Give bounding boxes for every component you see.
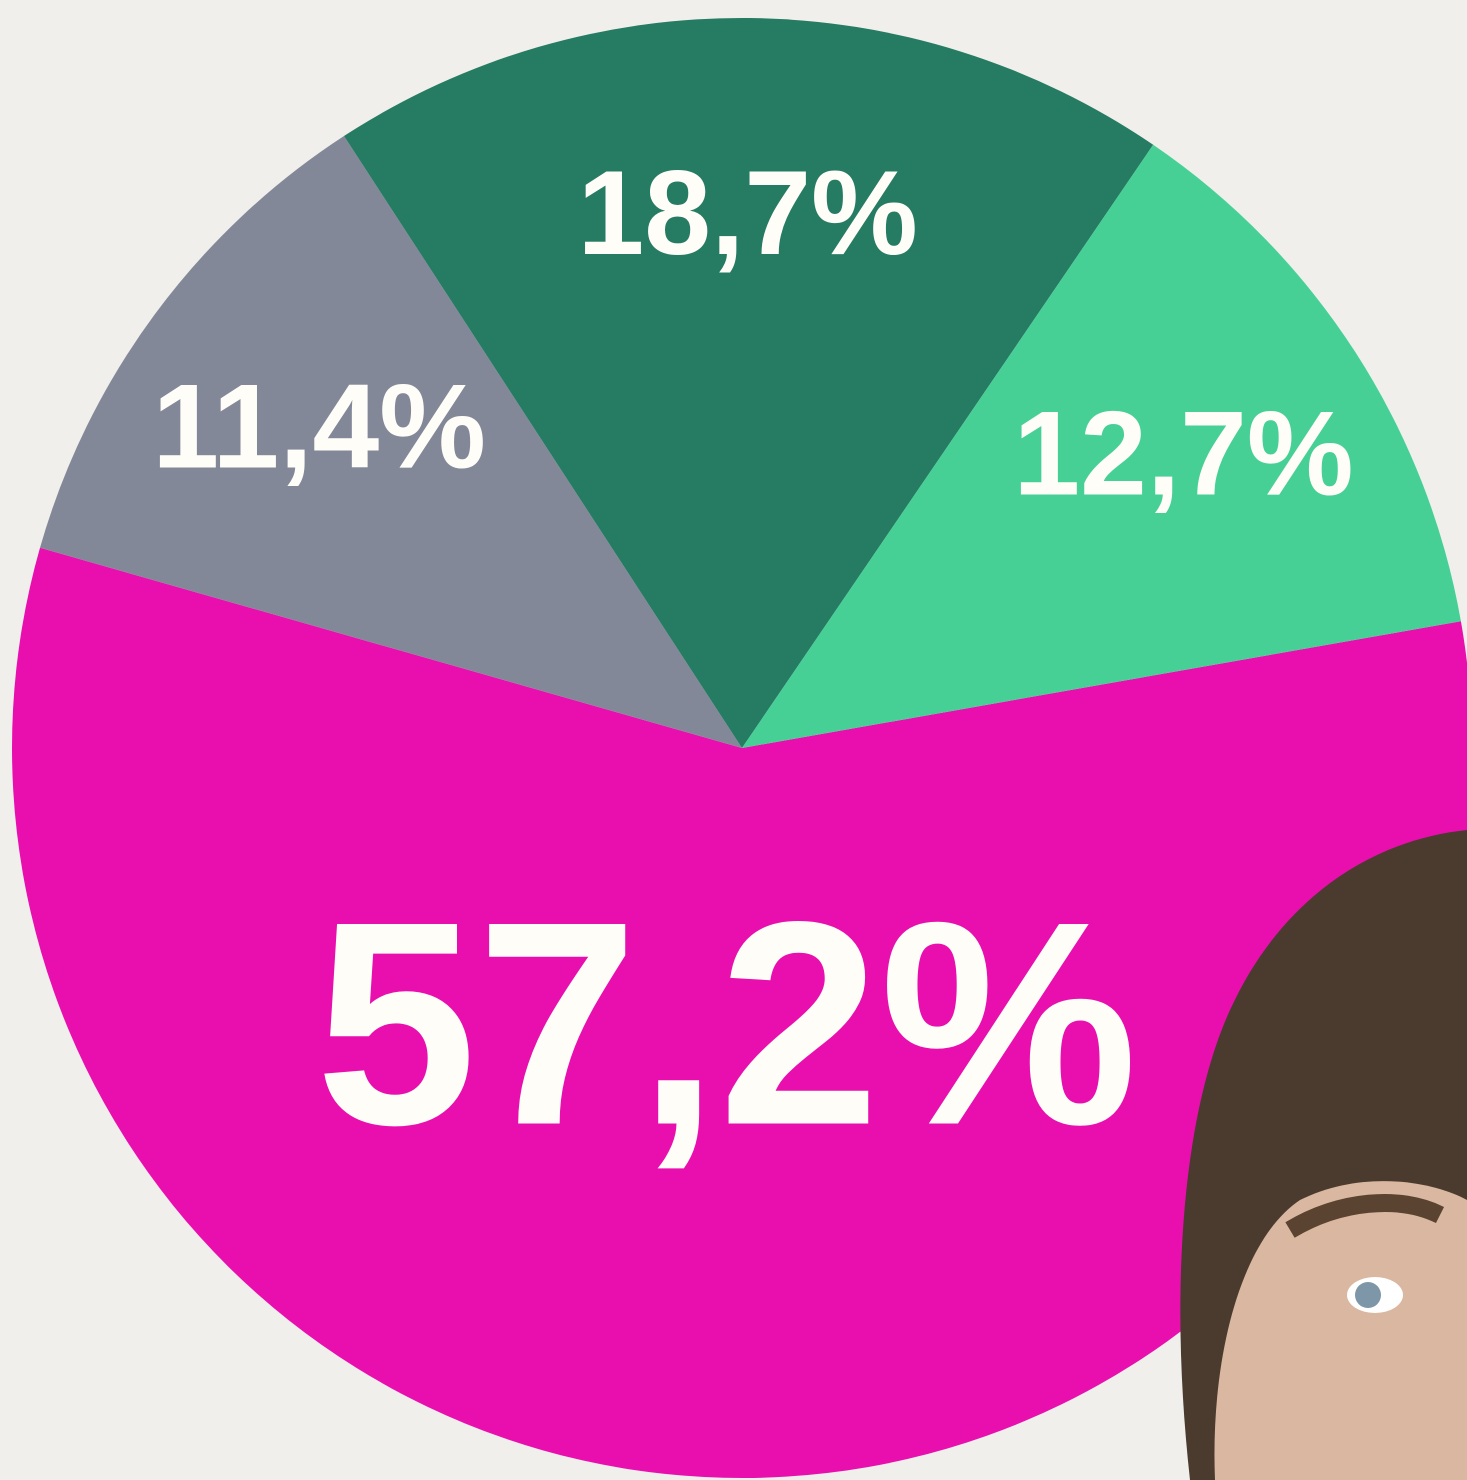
data-label: 57,2% <box>315 862 1137 1186</box>
page: 57,2%11,4%18,7%12,7% (() => { const data… <box>0 0 1467 1480</box>
data-label: 18,7% <box>578 146 918 280</box>
data-label: 12,7% <box>1013 387 1353 521</box>
iris <box>1355 1282 1381 1308</box>
data-label: 11,4% <box>152 360 486 494</box>
chart: 57,2% 11,4% 18,7% 12,7% <box>0 0 1467 1480</box>
